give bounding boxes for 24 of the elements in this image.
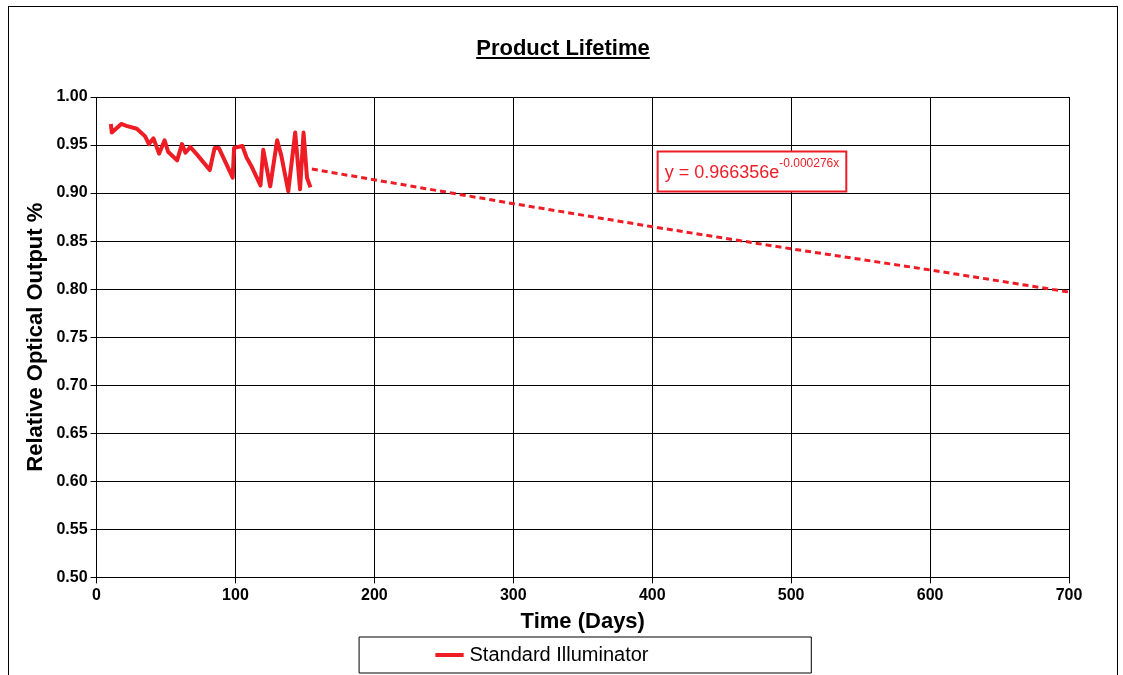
x-tick-label: 700 [1055, 586, 1083, 604]
y-tick-label: 0.60 [56, 471, 88, 489]
chart-title: Product Lifetime [475, 35, 651, 61]
x-axis-title: Time (Days) [520, 607, 645, 633]
y-tick-label: 0.65 [56, 423, 88, 441]
x-tick-label: 300 [499, 586, 527, 604]
x-tick-label: 500 [777, 586, 805, 604]
y-tick-label: 0.70 [56, 375, 88, 393]
legend-label: Standard Illuminator [469, 642, 649, 665]
x-tick-label: 200 [361, 586, 388, 604]
x-tick-label: 100 [222, 586, 249, 604]
x-tick-label: 0 [92, 586, 102, 604]
y-tick-label: 0.80 [56, 279, 88, 297]
y-axis-title: Relative Optical Output % [22, 202, 48, 472]
y-tick-label: 0.75 [56, 327, 88, 345]
y-tick-label: 1.00 [56, 87, 88, 105]
y-tick-label: 0.90 [56, 183, 88, 201]
y-tick-label: 0.95 [56, 135, 88, 153]
x-tick-label: 400 [638, 586, 666, 604]
x-tick-label: 600 [916, 586, 944, 604]
y-tick-label: 0.50 [56, 567, 88, 585]
y-tick-label: 0.85 [56, 231, 88, 249]
y-tick-label: 0.55 [56, 519, 88, 537]
line-series [310, 167, 1069, 294]
